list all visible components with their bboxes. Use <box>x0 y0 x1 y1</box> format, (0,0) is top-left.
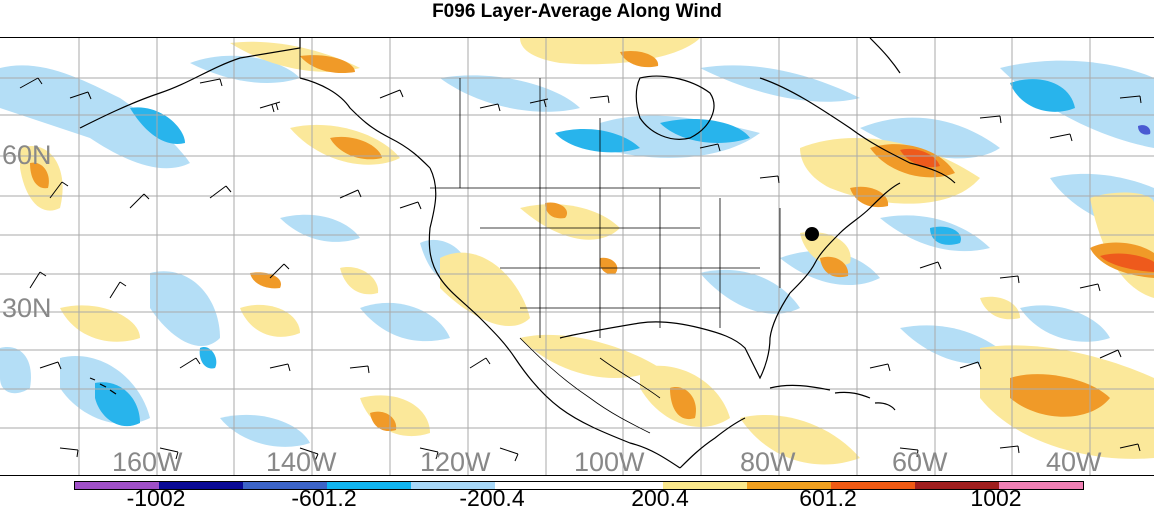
colorbar-segment <box>75 482 159 489</box>
colorbar-segment <box>495 482 579 489</box>
deep-positive-fields <box>900 148 1154 272</box>
graticule <box>0 38 1154 475</box>
lon-label-60w: 60W <box>892 447 948 476</box>
colorbar-segment <box>663 482 747 489</box>
wind-barbs <box>19 77 1142 462</box>
station-dot <box>805 227 819 241</box>
colorbar-label-neg200: -200.4 <box>459 485 525 511</box>
lat-label-30n: 30N <box>2 293 52 323</box>
positive-anomaly-fields <box>20 38 1154 465</box>
map-title: F096 Layer-Average Along Wind <box>432 1 722 22</box>
colorbar-segment <box>327 482 411 489</box>
coastlines <box>79 38 956 469</box>
lon-label-40w: 40W <box>1046 447 1102 476</box>
lon-label-100w: 100W <box>574 447 645 476</box>
colorbar-label-pos1002: 1002 <box>970 485 1022 511</box>
map-canvas <box>0 38 1154 475</box>
lon-label-80w: 80W <box>740 447 796 476</box>
colorbar-segment <box>915 482 999 489</box>
lat-label-60n: 60N <box>2 140 52 170</box>
deep-negative-fields <box>1138 125 1151 135</box>
colorbar-segment <box>747 482 831 489</box>
political-borders <box>299 38 781 434</box>
lon-label-140w: 140W <box>266 447 337 476</box>
colorbar-segment <box>579 482 663 489</box>
colorbar-segment <box>999 482 1083 489</box>
colorbar-label-neg1002: -1002 <box>126 485 186 511</box>
colorbar-label-pos601: 601.2 <box>799 485 857 511</box>
colorbar-label-pos200: 200.4 <box>631 485 689 511</box>
colorbar-segment <box>411 482 495 489</box>
strong-positive-fields <box>30 50 1154 432</box>
lon-label-160w: 160W <box>112 447 183 476</box>
colorbar-segment <box>159 482 243 489</box>
map-panel: 60N 30N 160W 140W 120W 100W 80W 60W 40W <box>0 37 1154 476</box>
colorbar <box>74 481 1084 490</box>
colorbar-segment <box>243 482 327 489</box>
lon-label-120w: 120W <box>420 447 491 476</box>
colorbar-label-neg601: -601.2 <box>291 485 357 511</box>
colorbar-segment <box>831 482 915 489</box>
